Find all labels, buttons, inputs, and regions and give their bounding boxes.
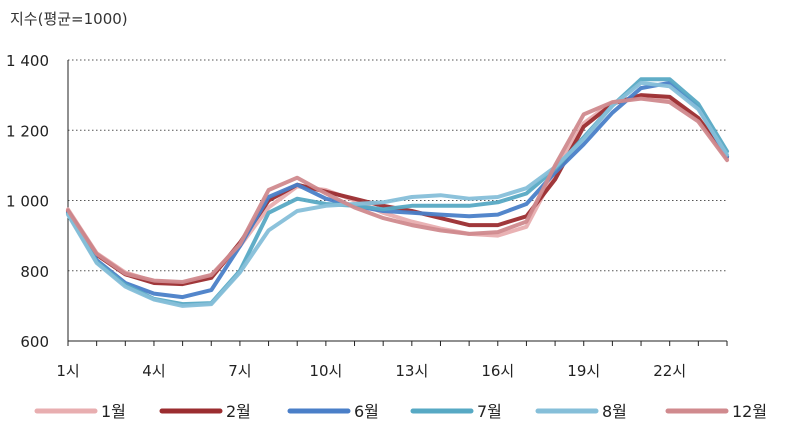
- series-line: [66, 96, 729, 284]
- x-tick-labels: 1시 4시 7시 10시 13시 16시 19시 22시: [56, 362, 686, 380]
- x-tick-label: 16시: [481, 362, 514, 380]
- series-line: [66, 80, 729, 300]
- legend-label: 2월: [226, 402, 251, 421]
- y-tick-label: 1 400: [6, 52, 49, 70]
- legend-label: 1월: [101, 402, 126, 421]
- x-tick-label: 13시: [395, 362, 428, 380]
- y-tick-label: 1 200: [6, 122, 49, 140]
- legend-label: 6월: [354, 402, 379, 421]
- series-lines: [66, 77, 729, 308]
- y-unit-label: 지수(평균=1000): [10, 10, 128, 28]
- series-line: [66, 94, 729, 285]
- legend-label: 12월: [732, 402, 767, 421]
- axes: [67, 60, 728, 346]
- x-tick-label: 10시: [309, 362, 342, 380]
- x-tick-label: 7시: [228, 362, 251, 380]
- y-tick-label: 1 000: [6, 193, 49, 211]
- legend-label: 7월: [477, 402, 502, 421]
- legend: 1월 2월 6월 7월 8월 12월: [34, 402, 767, 421]
- series-line: [66, 93, 729, 287]
- x-tick-label: 1시: [56, 362, 79, 380]
- x-tick-label: 4시: [142, 362, 165, 380]
- x-tick-label: 19시: [567, 362, 600, 380]
- y-tick-label: 600: [20, 333, 49, 351]
- series-line: [66, 80, 729, 308]
- x-tick-label: 22시: [653, 362, 686, 380]
- y-tick-label: 800: [20, 263, 49, 281]
- y-tick-labels: 1 400 1 200 1 000 800 600: [6, 52, 49, 351]
- legend-label: 8월: [602, 402, 627, 421]
